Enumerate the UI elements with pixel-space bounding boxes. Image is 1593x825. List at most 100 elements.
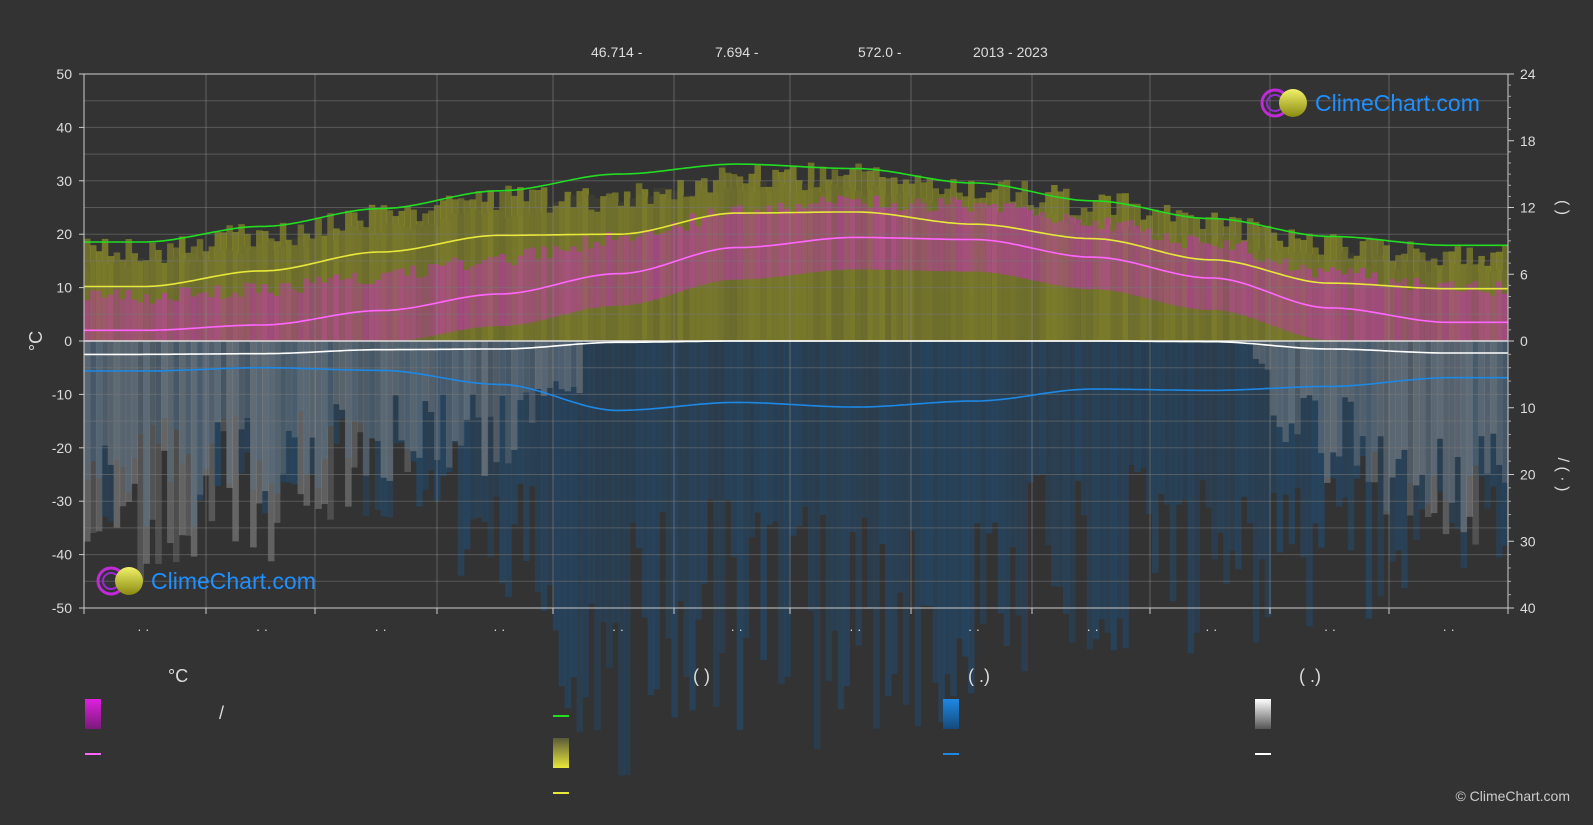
sunshine-band: [356, 220, 364, 341]
rain-band: [837, 341, 845, 710]
sunshine-band: [155, 249, 162, 341]
sunshine-band: [831, 169, 839, 341]
temperature-band: [985, 205, 993, 273]
rain-band: [1478, 341, 1485, 477]
snow-band: [1359, 341, 1367, 437]
sunshine-band: [232, 231, 239, 341]
sunshine-band: [493, 209, 500, 341]
snow-band: [1276, 341, 1284, 428]
temperature-band: [1051, 223, 1058, 285]
temperature-band: [345, 278, 352, 341]
rain-line: [84, 366, 1508, 412]
temperature-band: [671, 222, 678, 294]
temperature-band: [309, 282, 316, 341]
copyright: © ClimeChart.com: [1455, 788, 1570, 804]
sunshine-band: [570, 207, 578, 341]
x-tick-label: · ·: [1205, 622, 1217, 637]
sunshine-band: [1401, 253, 1408, 341]
snow-band: [232, 341, 239, 542]
snow-band: [1460, 341, 1468, 533]
rain-band: [1140, 341, 1147, 468]
rain-band: [1359, 341, 1367, 457]
rain-band: [1472, 341, 1479, 466]
rain-band: [1223, 341, 1230, 585]
rain-band: [932, 341, 939, 683]
rain-band: [712, 341, 720, 707]
snow-band: [1282, 341, 1290, 442]
sunshine-band: [404, 206, 411, 341]
sunshine-band: [469, 199, 477, 341]
years-label: 2013 - 2023: [973, 44, 1048, 60]
snow-band: [1478, 341, 1485, 437]
sunshine-line: [84, 211, 1508, 290]
temperature-band: [902, 209, 910, 271]
temperature-band: [920, 202, 928, 271]
temperature-band: [796, 204, 803, 275]
sunshine-band: [392, 216, 400, 341]
snow-band: [1424, 341, 1432, 517]
rain-band: [1146, 341, 1153, 515]
temperature-band: [997, 211, 1005, 274]
temperature-band: [368, 283, 376, 341]
sunshine-band: [1419, 252, 1426, 341]
snow-band: [481, 341, 489, 476]
climechart-logo-top[interactable]: ClimeChart.com: [1259, 86, 1480, 120]
temperature-band: [362, 284, 370, 341]
rain-band: [855, 341, 862, 646]
sunshine-band: [1157, 211, 1165, 341]
temperature-band: [606, 231, 613, 307]
temperature-band: [1288, 270, 1295, 333]
snow-band: [552, 341, 560, 382]
snow-band: [131, 341, 138, 484]
rain-band: [107, 341, 115, 522]
sunshine-band: [659, 194, 667, 341]
rain-band: [879, 341, 886, 545]
temperature-band: [1478, 291, 1485, 341]
rain-band: [1383, 341, 1390, 512]
rain-band: [238, 341, 245, 474]
rain-band: [558, 341, 566, 687]
temperature-band: [742, 212, 750, 280]
snow-band: [1347, 341, 1355, 402]
rain-band: [796, 341, 803, 527]
sunshine-band: [1134, 203, 1141, 341]
temperature-band: [250, 283, 257, 341]
sunshine-band: [594, 211, 601, 341]
rain-band: [481, 341, 489, 522]
sunshine-band: [1193, 217, 1201, 341]
sunshine-band: [481, 201, 489, 341]
sunshine-band: [623, 191, 631, 341]
sunshine-band: [707, 192, 714, 341]
temperature-band: [493, 256, 500, 327]
rain-band: [730, 341, 738, 558]
x-tick-label: · ·: [731, 622, 743, 637]
snow-band: [1318, 341, 1325, 454]
snow-band: [1472, 341, 1479, 545]
rain-band: [499, 341, 506, 584]
rain-band: [1080, 341, 1088, 516]
sunshine-band: [380, 205, 388, 341]
temperature-band: [101, 297, 109, 341]
sunshine-band: [1080, 207, 1088, 341]
snow-band: [190, 341, 198, 557]
rain-band: [1496, 341, 1503, 558]
temperature-band: [1092, 220, 1100, 290]
temperature-band: [1424, 289, 1432, 341]
rain-band: [653, 341, 661, 690]
sunshine-band: [665, 189, 672, 341]
sunshine-band: [84, 238, 91, 341]
sunshine-band: [849, 169, 856, 341]
sunshine-band: [730, 174, 738, 341]
sunshine-band: [250, 246, 257, 341]
temperature-band: [540, 246, 548, 320]
mean_temp-line: [84, 236, 1508, 332]
climechart-logo-bottom[interactable]: ClimeChart.com: [95, 564, 316, 598]
sunshine-band: [600, 196, 607, 341]
sunshine-band: [1205, 217, 1212, 341]
temperature-band: [1187, 235, 1195, 309]
snow-band: [1490, 341, 1497, 434]
sunshine-band: [1383, 245, 1390, 341]
rain-band: [119, 341, 127, 468]
rain-band: [896, 341, 904, 593]
temperature-band: [754, 209, 761, 279]
